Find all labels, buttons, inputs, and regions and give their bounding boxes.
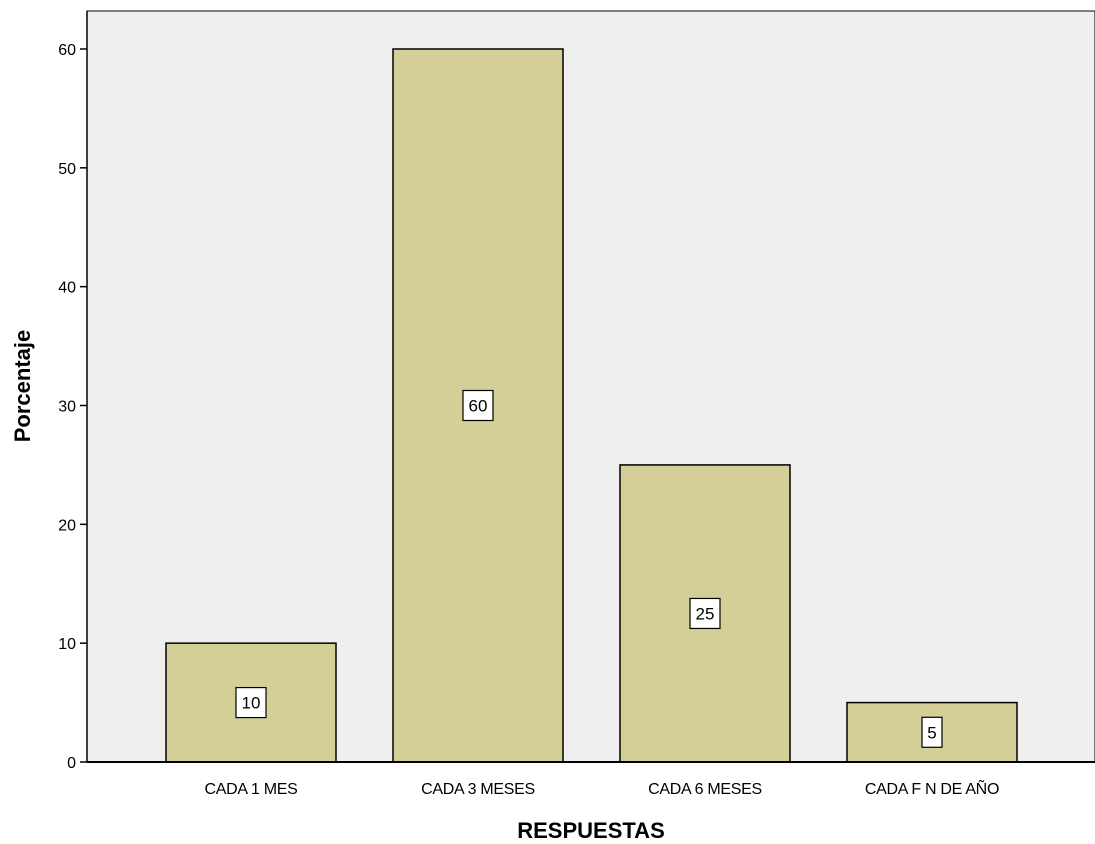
data-label-box [689, 597, 721, 630]
data-label: 60 [469, 397, 488, 416]
y-tick-label: 0 [67, 755, 76, 772]
x-axis-title: RESPUESTAS [517, 818, 665, 843]
data-label-box [921, 716, 943, 748]
data-label: 10 [242, 694, 261, 713]
plot-area [86, 10, 1095, 763]
y-tick-label: 20 [58, 517, 76, 534]
x-tick-label: CADA 1 MES [204, 781, 297, 798]
x-tick-label: CADA F N DE AÑO [865, 778, 999, 798]
x-tick-label: CADA 6 MESES [648, 781, 762, 798]
y-tick-label: 30 [58, 399, 76, 416]
y-axis-title: Porcentaje [10, 330, 35, 443]
y-tick-label: 50 [58, 161, 76, 178]
data-labels-layer: 10 60 25 5 [235, 389, 943, 748]
data-label-box [235, 686, 267, 719]
x-tick-label: CADA 3 MESES [421, 781, 535, 798]
y-tick-label: 10 [58, 636, 76, 653]
data-label-box [462, 389, 494, 422]
y-ticks-layer: 0 10 20 30 40 50 60 [58, 42, 87, 772]
data-label: 25 [696, 604, 715, 623]
y-tick-label: 40 [58, 280, 76, 297]
y-tick-label: 60 [58, 42, 76, 59]
x-ticks-layer: CADA 1 MES CADA 3 MESES CADA 6 MESES CADA F… [204, 778, 999, 798]
data-label: 5 [927, 723, 936, 742]
